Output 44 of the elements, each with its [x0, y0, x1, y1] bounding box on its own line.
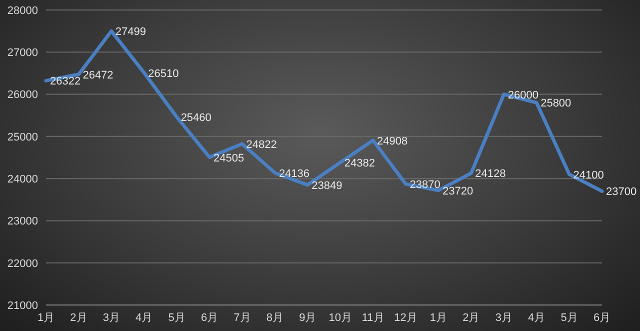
x-tick-label: 2月 [70, 312, 88, 324]
data-label: 26472 [82, 69, 114, 82]
data-label: 23849 [312, 180, 342, 192]
x-tick-label: 9月 [299, 312, 316, 324]
y-tick-label: 22000 [7, 258, 38, 270]
x-tick-label: 3月 [495, 312, 512, 324]
data-label: 24136 [278, 168, 310, 180]
data-label: 26510 [148, 68, 179, 80]
x-tick-label: 1月 [430, 312, 448, 324]
data-label: 24382 [344, 157, 375, 170]
x-tick-label: 6月 [593, 312, 611, 324]
data-label: 26322 [50, 76, 81, 88]
y-tick-label: 24000 [7, 173, 38, 186]
x-tick-label: 10月 [328, 312, 352, 324]
x-tick-label: 4月 [528, 312, 546, 324]
y-tick-label: 23000 [7, 216, 38, 228]
data-label: 24128 [475, 168, 506, 180]
data-label: 25800 [540, 98, 572, 110]
x-tick-label: 7月 [234, 312, 251, 324]
data-label: 23700 [606, 186, 637, 198]
x-tick-label: 4月 [136, 312, 153, 324]
x-tick-label: 12月 [394, 312, 418, 324]
y-tick-label: 27000 [7, 47, 38, 60]
data-label: 23720 [442, 185, 474, 198]
data-label: 25460 [180, 112, 212, 124]
data-label: 27499 [115, 26, 146, 38]
data-label: 24908 [377, 135, 408, 148]
x-tick-label: 8月 [266, 312, 284, 324]
data-label: 24822 [246, 138, 277, 151]
x-tick-label: 2月 [462, 312, 480, 324]
x-tick-label: 5月 [560, 312, 578, 324]
x-tick-label: 5月 [168, 312, 186, 324]
y-tick-label: 21000 [7, 300, 38, 312]
data-label: 24100 [573, 169, 604, 182]
data-label: 26000 [508, 89, 538, 102]
y-tick-label: 26000 [7, 89, 38, 102]
y-tick-label: 25000 [7, 131, 38, 144]
x-tick-label: 3月 [102, 312, 120, 324]
x-tick-label: 1月 [37, 312, 55, 324]
y-tick-label: 28000 [7, 4, 38, 17]
x-tick-label: 6月 [200, 312, 218, 324]
x-tick-label: 11月 [362, 312, 384, 324]
data-label: 24505 [214, 152, 244, 164]
line-series [44, 29, 604, 193]
